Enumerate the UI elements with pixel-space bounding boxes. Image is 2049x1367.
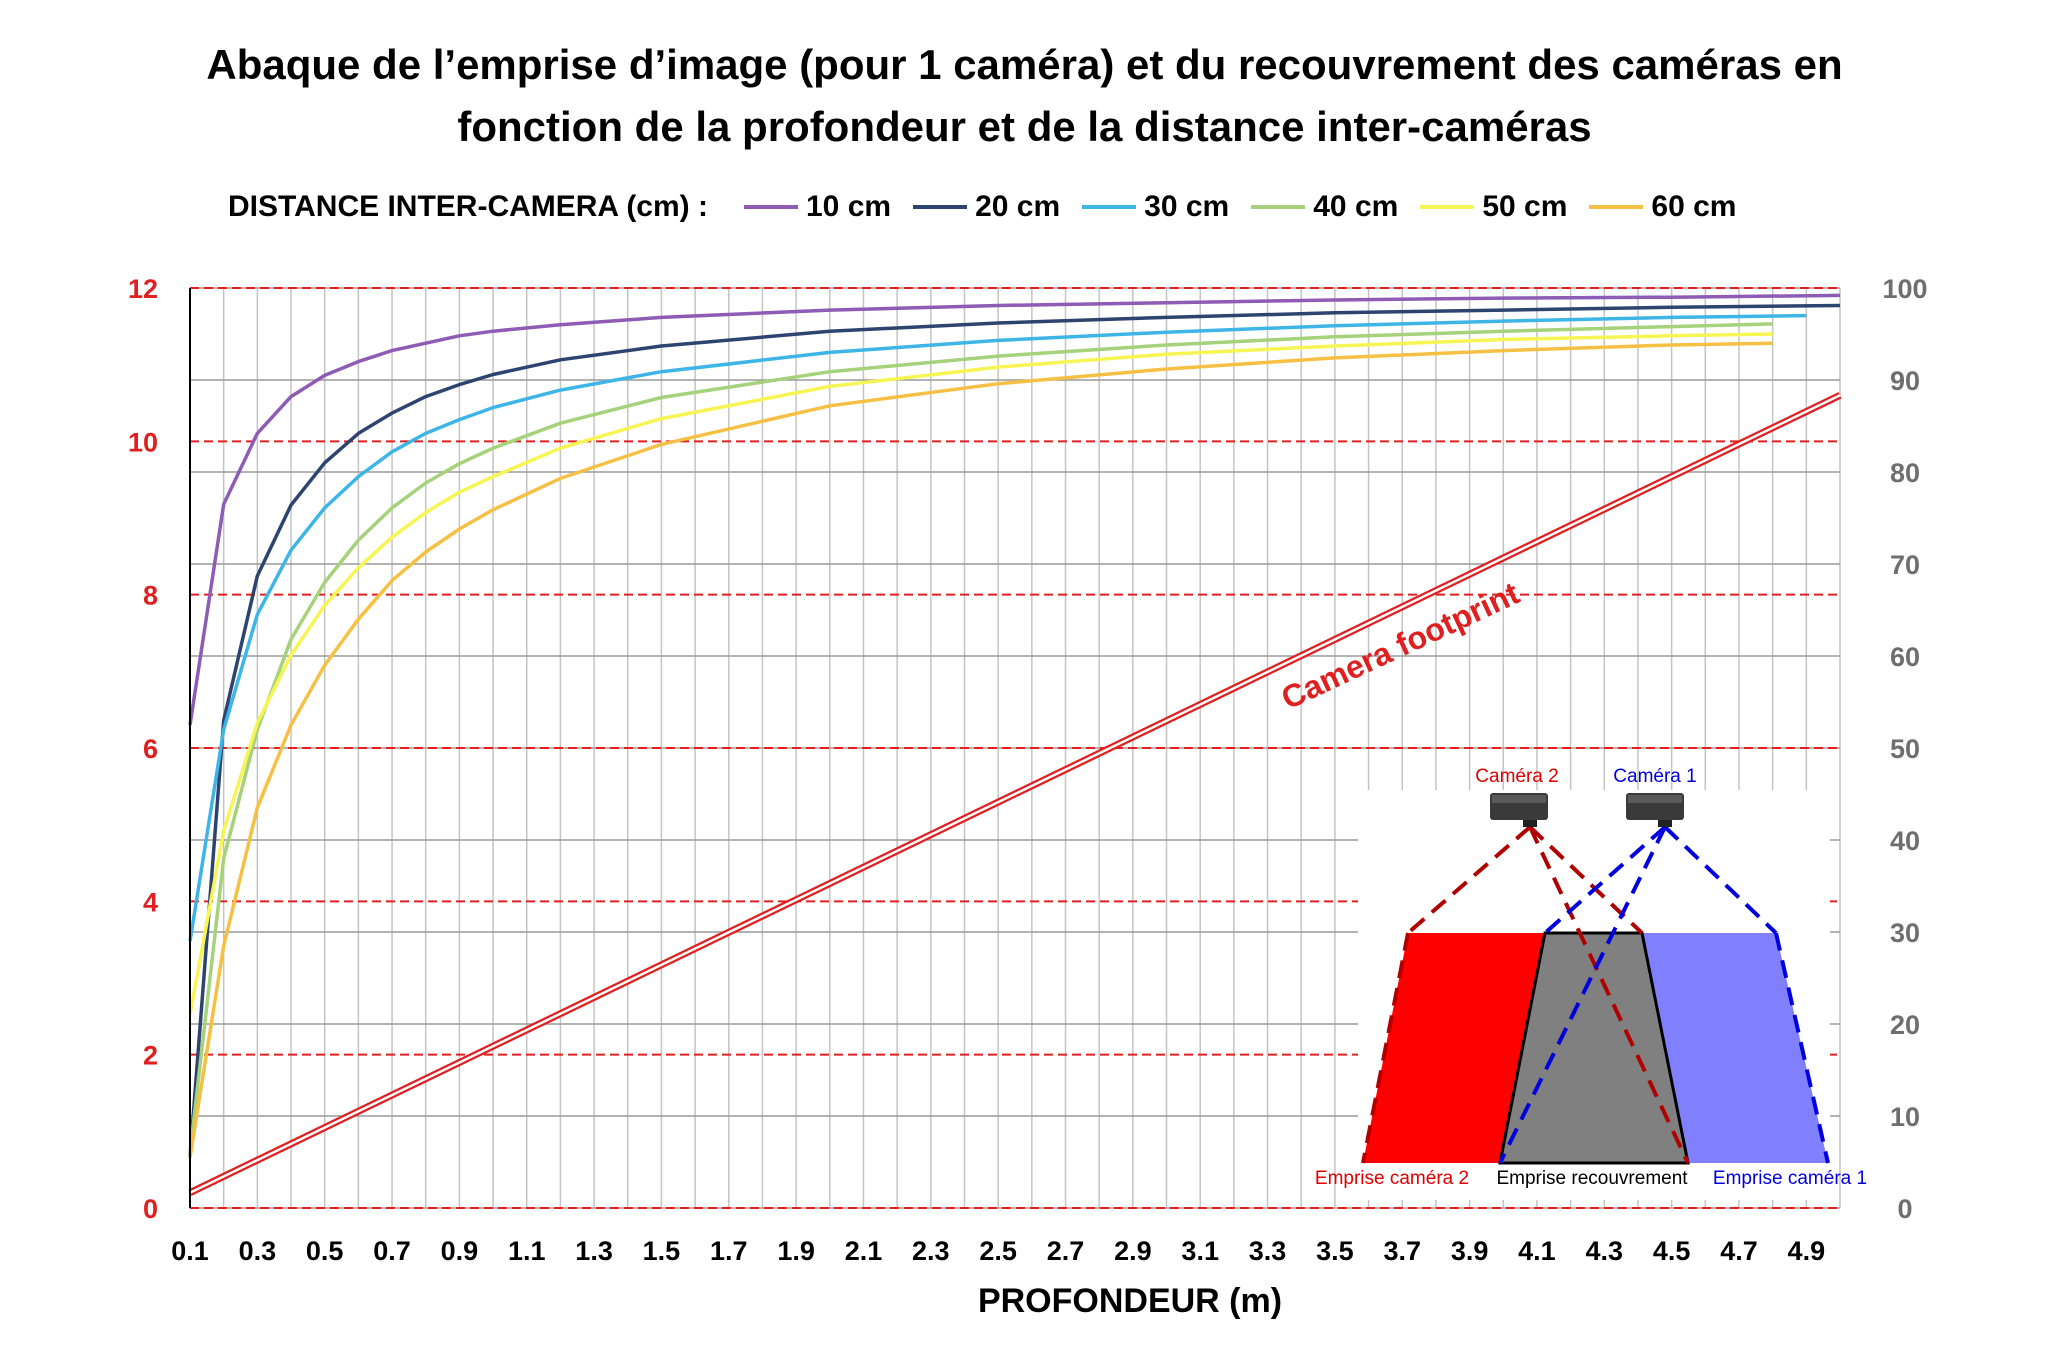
legend-label: 50 cm — [1482, 190, 1568, 223]
camera-overlap-diagram: Caméra 2 Caméra 1 Emprise caméra 2 Empri… — [1315, 766, 1867, 1200]
y-right-tick-label: 40 — [1890, 826, 1920, 856]
y-right-tick-label: 10 — [1890, 1102, 1920, 1132]
x-tick-label: 2.9 — [1114, 1236, 1152, 1266]
legend-swatch — [1420, 205, 1475, 209]
y-left-tick-label: 8 — [143, 581, 158, 611]
footprint-camera-1-area — [1642, 933, 1828, 1163]
legend-swatch — [1589, 205, 1644, 209]
x-tick-label: 1.5 — [643, 1236, 681, 1266]
x-tick-label: 2.1 — [845, 1236, 883, 1266]
y-right-tick-label: 90 — [1890, 366, 1920, 396]
legend-item-60cm: 60 cm — [1589, 190, 1736, 224]
x-tick-label: 0.1 — [171, 1236, 209, 1266]
y-left-tick-label: 12 — [128, 274, 158, 304]
x-tick-label: 3.7 — [1383, 1236, 1421, 1266]
camera-1-view-lines — [1498, 825, 1830, 1164]
axes: 0 2 4 6 8 10 12 0 10 20 30 40 50 60 70 80 90 100 0.1 0.3 0.5… — [128, 274, 1928, 1266]
chart-title: Abaque de l’emprise d’image (pour 1 camé… — [0, 34, 2049, 158]
x-tick-label: 4.7 — [1720, 1236, 1758, 1266]
y-right-tick-label: 30 — [1890, 918, 1920, 948]
x-tick-label: 4.1 — [1518, 1236, 1556, 1266]
legend-label: 20 cm — [975, 190, 1061, 223]
legend-item-10cm: 10 cm — [744, 190, 891, 224]
legend-label: 30 cm — [1144, 190, 1230, 223]
x-tick-label: 1.3 — [575, 1236, 613, 1266]
legend-label: 40 cm — [1313, 190, 1399, 223]
legend-item-50cm: 50 cm — [1420, 190, 1567, 224]
data-series — [188, 293, 1842, 1196]
x-tick-label: 1.7 — [710, 1236, 748, 1266]
footprint-camera-2-label: Emprise caméra 2 — [1315, 1168, 1469, 1189]
view-line — [1498, 826, 1667, 1164]
y-right-tick-label: 20 — [1890, 1010, 1920, 1040]
series-line-30cm — [188, 313, 1807, 942]
y-right-tick-label: 60 — [1890, 642, 1920, 672]
y-left-tick-label: 10 — [128, 427, 158, 457]
camera-2-label: Caméra 2 — [1475, 766, 1558, 787]
x-tick-label: 3.1 — [1181, 1236, 1219, 1266]
view-line — [1663, 825, 1778, 935]
camera-1-icon — [1626, 793, 1684, 827]
camera-1-label: Caméra 1 — [1613, 766, 1696, 787]
chart-title-line-1: Abaque de l’emprise d’image (pour 1 camé… — [206, 41, 1843, 88]
chart-title-line-2: fonction de la profondeur et de la dista… — [457, 103, 1592, 150]
x-tick-label: 3.9 — [1451, 1236, 1489, 1266]
series-line-10cm — [188, 293, 1841, 726]
x-tick-label: 3.5 — [1316, 1236, 1354, 1266]
x-tick-label: 1.9 — [777, 1236, 815, 1266]
x-tick-label: 4.5 — [1653, 1236, 1691, 1266]
y-right-tick-label: 0 — [1897, 1194, 1912, 1224]
series-line-20cm — [188, 303, 1841, 1158]
legend: DISTANCE INTER-CAMERA (cm) : 10 cm 20 cm… — [228, 182, 1736, 232]
footprint-camera-2-area — [1363, 933, 1545, 1163]
legend-title: DISTANCE INTER-CAMERA (cm) : — [228, 190, 708, 223]
x-tick-label: 2.7 — [1047, 1236, 1085, 1266]
camera-2-icon — [1490, 793, 1548, 827]
legend-item-40cm: 40 cm — [1251, 190, 1398, 224]
legend-swatch — [744, 205, 798, 209]
x-tick-label: 2.3 — [912, 1236, 950, 1266]
series-line-60cm — [188, 341, 1773, 1158]
y-left-tick-label: 4 — [143, 887, 158, 917]
legend-item-20cm: 20 cm — [913, 190, 1060, 224]
legend-label: 60 cm — [1651, 190, 1737, 223]
series-line-40cm — [188, 322, 1773, 1153]
x-tick-label: 4.9 — [1788, 1236, 1826, 1266]
x-tick-label: 0.7 — [373, 1236, 411, 1266]
view-line — [1528, 826, 1690, 1164]
x-tick-label: 3.3 — [1249, 1236, 1287, 1266]
y-right-tick-label: 70 — [1890, 550, 1920, 580]
x-tick-label: 0.5 — [306, 1236, 344, 1266]
view-line — [1361, 932, 1410, 1164]
camera-footprint-annotation: Camera footprint — [1276, 575, 1525, 717]
x-tick-label: 2.5 — [979, 1236, 1017, 1266]
y-right-tick-label: 100 — [1882, 274, 1927, 304]
x-tick-label: 4.3 — [1586, 1236, 1624, 1266]
y-right-tick-label: 80 — [1890, 458, 1920, 488]
overlap-label: Emprise recouvrement — [1496, 1168, 1688, 1189]
x-tick-label: 0.9 — [441, 1236, 479, 1266]
legend-item-30cm: 30 cm — [1082, 190, 1229, 224]
y-left-tick-label: 6 — [143, 734, 158, 764]
x-tick-label: 1.1 — [508, 1236, 546, 1266]
y-left-tick-label: 2 — [143, 1041, 158, 1071]
legend-label: 10 cm — [806, 190, 892, 223]
series-camera-footprint-inner — [189, 394, 1841, 1194]
x-axis-label: PROFONDEUR (m) — [978, 1282, 1282, 1320]
y-right-tick-label: 50 — [1890, 734, 1920, 764]
view-line — [1774, 932, 1830, 1164]
series-line-50cm — [188, 332, 1773, 1016]
legend-swatch — [1251, 205, 1306, 209]
legend-swatch — [1082, 205, 1137, 209]
legend-swatch — [913, 205, 968, 209]
x-tick-label: 0.3 — [239, 1236, 277, 1266]
footprint-camera-1-label: Emprise caméra 1 — [1713, 1168, 1867, 1189]
y-left-tick-label: 0 — [143, 1194, 158, 1224]
